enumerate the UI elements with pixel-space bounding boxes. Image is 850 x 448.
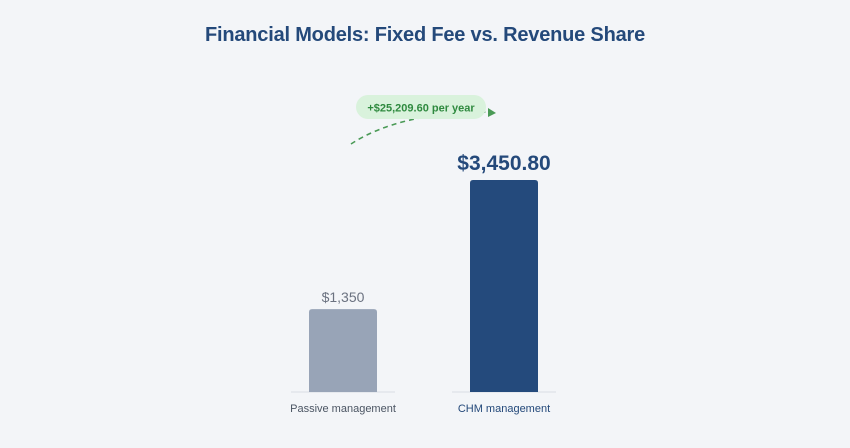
annotation-arrowhead (488, 108, 496, 117)
annotation-arrow (350, 111, 491, 145)
category-label-2: CHM management (458, 403, 550, 415)
annotation-text: +$25,209.60 per year (367, 103, 475, 115)
category-label-1: Passive management (290, 403, 396, 415)
chart-title: Financial Models: Fixed Fee vs. Revenue … (204, 24, 646, 46)
bar-1 (309, 309, 377, 392)
annotation-pill (356, 95, 486, 119)
value-label-2: $3,450.80 (457, 152, 550, 175)
bar-2 (470, 180, 538, 392)
value-label-1: $1,350 (322, 289, 365, 305)
